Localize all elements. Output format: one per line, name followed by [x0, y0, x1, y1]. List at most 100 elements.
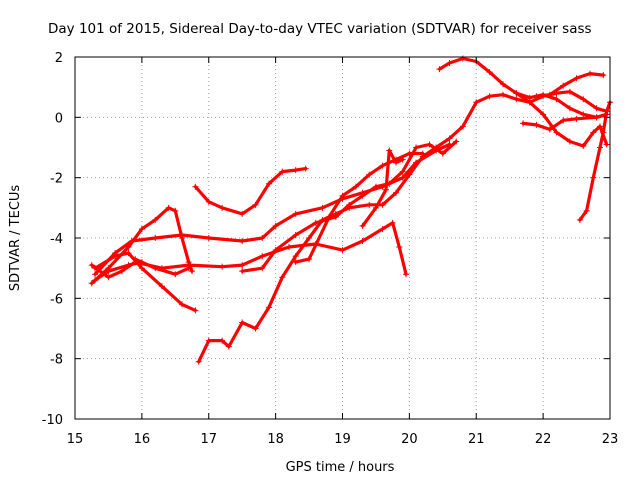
data-point — [553, 129, 560, 136]
data-point — [292, 253, 299, 260]
data-point — [590, 174, 597, 181]
data-point — [179, 301, 185, 308]
data-point — [125, 262, 132, 269]
data-point — [138, 225, 145, 232]
data-point — [259, 235, 266, 241]
data-point — [359, 192, 366, 199]
series-track-10 — [359, 147, 406, 229]
series-track-1 — [88, 204, 196, 287]
data-point — [239, 238, 246, 245]
data-point — [553, 96, 560, 103]
series-line — [93, 142, 452, 276]
data-point — [546, 91, 553, 98]
data-point — [286, 244, 292, 251]
x-axis-label: GPS time / hours — [286, 460, 395, 475]
data-point — [540, 111, 547, 118]
data-point — [379, 201, 386, 208]
series-track-12 — [533, 70, 607, 100]
series-line — [197, 90, 609, 364]
data-point — [399, 168, 406, 175]
data-point — [292, 167, 299, 174]
data-point — [396, 244, 403, 251]
data-point — [593, 105, 600, 112]
data-point — [500, 81, 506, 88]
data-point — [132, 256, 139, 263]
data-point — [533, 121, 540, 128]
data-point — [306, 256, 313, 263]
data-point — [292, 210, 299, 217]
data-point — [272, 222, 279, 229]
data-point — [399, 174, 406, 181]
series-line — [90, 206, 194, 285]
data-point — [105, 274, 112, 281]
series-track-5 — [132, 256, 192, 278]
data-point — [152, 265, 159, 272]
data-point — [393, 189, 399, 196]
data-point — [386, 147, 393, 154]
data-point — [573, 75, 580, 82]
x-tick-label: 23 — [602, 432, 619, 447]
data-point — [125, 250, 132, 257]
data-point — [566, 138, 573, 145]
data-point — [453, 138, 460, 145]
data-point — [192, 183, 199, 190]
data-point — [580, 142, 587, 149]
series-track-16 — [92, 259, 145, 284]
data-point — [339, 192, 346, 199]
x-tick-label: 15 — [67, 432, 84, 447]
data-point — [92, 271, 99, 278]
series-line — [193, 167, 308, 216]
data-point — [185, 265, 192, 272]
data-point — [520, 120, 527, 127]
data-point — [446, 60, 453, 67]
data-point — [352, 183, 359, 190]
data-point — [426, 141, 433, 148]
data-point — [172, 271, 179, 278]
y-tick-label: 0 — [55, 111, 63, 126]
data-point — [576, 216, 583, 223]
data-point — [292, 259, 299, 266]
data-point — [583, 207, 590, 214]
data-point — [239, 319, 246, 326]
data-point — [379, 225, 386, 232]
data-point — [205, 198, 212, 205]
data-point — [600, 129, 607, 136]
data-point — [560, 117, 567, 124]
data-point — [459, 123, 466, 130]
series-track-11 — [436, 55, 610, 121]
data-point — [593, 114, 600, 121]
data-point — [92, 277, 99, 284]
data-point — [566, 105, 573, 112]
x-tick-label: 19 — [334, 432, 351, 447]
series-track-13 — [520, 111, 610, 133]
data-point — [382, 186, 389, 193]
data-point — [439, 150, 446, 157]
y-tick-label: -4 — [50, 232, 63, 247]
series-group — [88, 55, 613, 365]
data-point — [239, 262, 246, 269]
data-point — [279, 168, 286, 175]
data-point — [603, 108, 610, 115]
y-tick-label: -10 — [42, 413, 63, 428]
data-point — [372, 183, 379, 190]
data-point — [486, 93, 493, 100]
data-point — [239, 268, 246, 275]
data-point — [446, 135, 453, 142]
data-point — [225, 343, 232, 350]
chart-title: Day 101 of 2015, Sidereal Day-to-day VTE… — [48, 21, 592, 37]
data-point — [580, 111, 587, 118]
data-point — [580, 96, 587, 103]
data-point — [189, 268, 196, 275]
data-point — [205, 235, 212, 241]
y-tick-label: -2 — [50, 172, 63, 187]
data-point — [359, 222, 366, 229]
series-line — [578, 100, 612, 222]
data-point — [279, 274, 286, 281]
data-point — [600, 72, 607, 79]
data-point — [513, 96, 520, 103]
data-point — [252, 201, 259, 208]
x-tick-label: 22 — [535, 432, 552, 447]
series-line — [93, 251, 197, 312]
data-point — [366, 171, 373, 178]
